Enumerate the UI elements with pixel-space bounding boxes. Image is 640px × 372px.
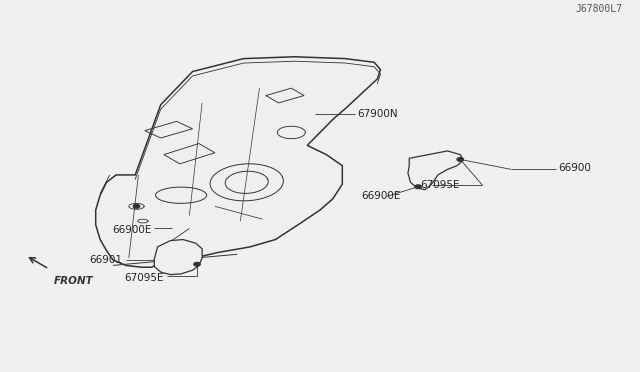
Text: 67095E: 67095E	[124, 273, 164, 283]
Polygon shape	[154, 240, 202, 275]
Circle shape	[457, 158, 463, 161]
Polygon shape	[408, 151, 463, 190]
Text: FRONT: FRONT	[54, 276, 93, 286]
Circle shape	[133, 205, 140, 208]
Text: 66901: 66901	[90, 255, 122, 265]
Text: 66900E: 66900E	[113, 225, 152, 235]
Text: 67095E: 67095E	[420, 180, 460, 190]
Text: 66900E: 66900E	[362, 191, 401, 201]
Circle shape	[415, 185, 421, 189]
Text: 67900N: 67900N	[357, 109, 397, 119]
Text: J67800L7: J67800L7	[576, 4, 623, 14]
Text: 66900: 66900	[558, 163, 591, 173]
Circle shape	[194, 262, 200, 266]
Polygon shape	[96, 57, 381, 267]
